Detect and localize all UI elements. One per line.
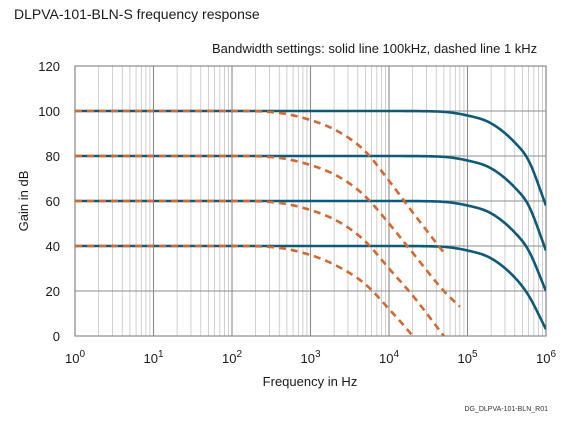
axis-labels: 0 20 40 60 80 100 120 100 101 102 103 104 105 106 [38,59,556,366]
y-axis-label: Gain in dB [16,171,31,232]
y-tick-label: 120 [38,59,60,74]
series-line-solid [75,109,546,206]
x-tick-label: 101 [143,349,163,366]
x-tick-label: 102 [222,349,242,366]
figure-id: DG_DLPVA-101-BLN_R01 [464,406,548,413]
series-line-dashed [75,244,415,336]
series-line-dashed [75,109,445,254]
y-tick-label: 80 [46,149,60,164]
x-tick-label: 106 [536,349,556,366]
chart-title: DLPVA-101-BLN-S frequency response [14,6,260,22]
series-group [75,109,546,336]
y-tick-label: 20 [46,284,60,299]
x-axis-label: Frequency in Hz [263,374,358,389]
y-tick-label: 40 [46,239,60,254]
x-tick-label: 105 [457,349,477,366]
series-line-solid [75,199,546,292]
y-tick-label: 60 [46,194,60,209]
y-tick-label: 0 [53,329,60,344]
x-tick-label: 100 [65,349,85,366]
series-line-dashed [75,199,445,336]
series-line-solid [75,154,546,251]
chart-subtitle: Bandwidth settings: solid line 100kHz, d… [212,41,537,56]
series-line-dashed [75,154,461,308]
series-line-solid [75,244,546,330]
x-tick-label: 103 [300,349,320,366]
x-tick-label: 104 [379,349,399,366]
y-tick-label: 100 [38,104,60,119]
